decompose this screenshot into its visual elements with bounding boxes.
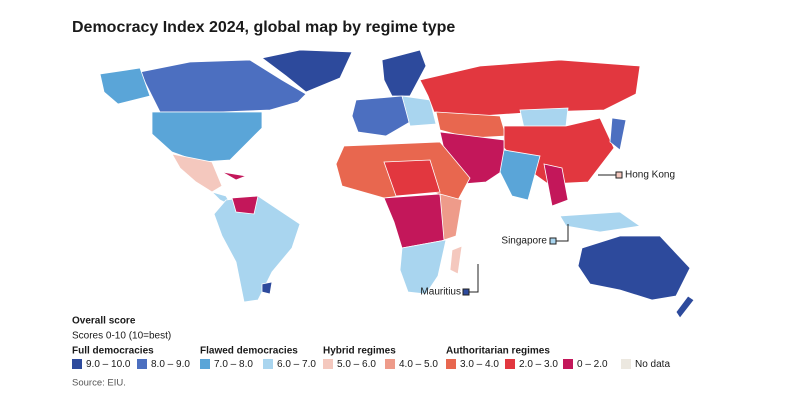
legend-swatch — [323, 359, 333, 369]
sahel — [383, 159, 441, 197]
legend-group: Authoritarian regimes — [446, 346, 550, 357]
southern-africa — [399, 239, 447, 295]
greenland — [261, 49, 353, 93]
callout-label: Mauritius — [420, 287, 461, 298]
callout-label: Singapore — [501, 236, 547, 247]
eastern-europe — [401, 95, 437, 127]
legend-label: 8.0 – 9.0 — [151, 359, 190, 370]
legend-swatch — [385, 359, 395, 369]
indonesia — [559, 211, 642, 233]
uruguay — [261, 281, 273, 295]
legend-swatch — [505, 359, 515, 369]
legend-label: 2.0 – 3.0 — [519, 359, 558, 370]
scandinavia — [381, 49, 427, 97]
legend-label: 9.0 – 10.0 — [86, 359, 131, 370]
legend-swatch — [446, 359, 456, 369]
canada — [139, 59, 307, 113]
singapore-leader — [556, 224, 569, 242]
legend-swatch — [72, 359, 82, 369]
world-map — [99, 49, 695, 319]
callout-label: Hong Kong — [625, 170, 675, 181]
south-america — [213, 195, 301, 303]
legend-label: 5.0 – 6.0 — [337, 359, 376, 370]
legend-label: 0 – 2.0 — [577, 359, 608, 370]
legend-label: No data — [635, 359, 670, 370]
mauritius-box — [462, 288, 470, 296]
australia — [577, 235, 691, 301]
western-europe — [351, 95, 411, 137]
singapore-box — [549, 237, 557, 245]
central-asia — [435, 111, 507, 139]
title: Democracy Index 2024, global map by regi… — [72, 19, 455, 36]
legend-swatch — [200, 359, 210, 369]
legend-title: Overall score — [72, 316, 136, 327]
legend-swatch — [621, 359, 631, 369]
legend-group: Hybrid regimes — [323, 346, 396, 357]
legend-swatch — [563, 359, 573, 369]
legend-label: 7.0 – 8.0 — [214, 359, 253, 370]
legend-swatch — [263, 359, 273, 369]
source: Source: EIU. — [72, 378, 126, 389]
legend-group: Full democracies — [72, 346, 154, 357]
hong-kong-box — [615, 171, 623, 179]
cuba — [221, 171, 248, 181]
russia — [419, 59, 641, 117]
callouts — [462, 171, 623, 296]
legend-label: 6.0 – 7.0 — [277, 359, 316, 370]
alaska — [99, 67, 151, 105]
usa — [151, 111, 263, 163]
legend-subtitle: Scores 0-10 (10=best) — [72, 331, 171, 342]
legend-label: 4.0 – 5.0 — [399, 359, 438, 370]
new-zealand — [675, 295, 695, 319]
mongolia — [519, 107, 569, 129]
korea-japan — [609, 117, 627, 151]
southeast-asia — [543, 163, 569, 207]
india — [499, 149, 541, 201]
mauritius-leader — [469, 264, 479, 293]
central-africa — [383, 193, 447, 249]
legend-group: Flawed democracies — [200, 346, 298, 357]
legend-swatch — [137, 359, 147, 369]
east-africa — [439, 193, 463, 241]
venezuela — [231, 195, 259, 215]
legend-label: 3.0 – 4.0 — [460, 359, 499, 370]
madagascar — [449, 245, 463, 275]
